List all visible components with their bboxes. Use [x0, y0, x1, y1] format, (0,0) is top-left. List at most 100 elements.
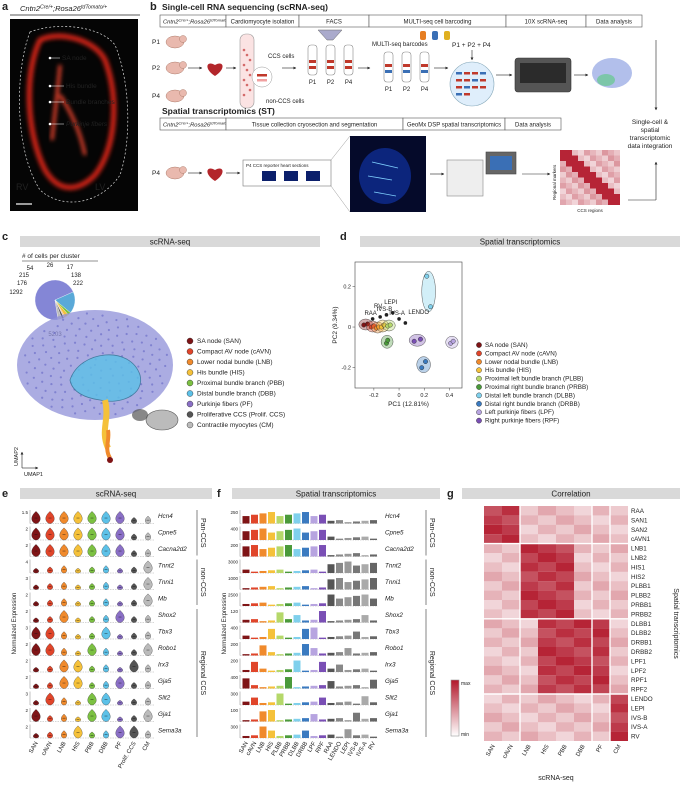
- expression-bar: [242, 569, 250, 573]
- umap-point: [158, 348, 161, 351]
- umap-point: [107, 338, 110, 341]
- expression-bar: [251, 545, 258, 557]
- expression-bar: [285, 669, 292, 672]
- umap-point: [151, 383, 154, 386]
- expression-bar: [259, 711, 267, 722]
- expression-bar: [361, 718, 369, 722]
- heatmap-cell: [520, 506, 538, 516]
- tube-label: P4: [421, 87, 429, 93]
- heatmap-cell: [520, 600, 538, 610]
- umap-point: [56, 325, 59, 328]
- expression-bar: [251, 637, 258, 639]
- thumb-heatmap-cell: [602, 194, 608, 200]
- expression-bar: [310, 546, 318, 557]
- cell-label: CCS cells: [268, 54, 294, 60]
- umap-point: [43, 330, 46, 333]
- y-tick-label: 2: [25, 642, 28, 647]
- heatmap-cell: [502, 665, 520, 676]
- expression-bar: [353, 537, 360, 540]
- heatmap-cell: [610, 618, 628, 629]
- row-label: DLBB1: [631, 621, 651, 628]
- heatmap-cell: [520, 571, 538, 582]
- x-tick-label: RPF: [315, 741, 326, 755]
- heatmap-cell: [520, 675, 538, 685]
- pca-point: [418, 336, 423, 342]
- shape: [421, 64, 428, 67]
- shape: [345, 66, 352, 69]
- violin: [117, 650, 123, 656]
- heatmap-cell: [610, 562, 628, 572]
- thumb-heatmap-cell: [596, 199, 602, 205]
- shape: [456, 93, 462, 96]
- umap-point: [149, 344, 153, 347]
- umap-point: [38, 358, 41, 361]
- thumb-heatmap-cell: [608, 161, 614, 167]
- y-axis-label: Normalized Expression: [12, 593, 18, 655]
- umap-point: [54, 391, 57, 394]
- expression-bar: [251, 514, 258, 524]
- row-label: LPF2: [631, 668, 647, 675]
- y-tick-label: 3000: [228, 560, 239, 565]
- heatmap-cell: [610, 722, 628, 732]
- gene-label: Irx3: [158, 662, 169, 669]
- violin: [33, 667, 39, 673]
- expression-bar: [268, 620, 275, 623]
- violin: [131, 583, 137, 590]
- shape: [464, 79, 470, 82]
- expression-bar: [336, 736, 343, 738]
- thumb-heatmap-cell: [590, 155, 596, 161]
- legend-label: Distal bundle branch (DBB): [197, 391, 276, 398]
- heatmap-cell: [538, 590, 556, 600]
- heatmap-cell: [592, 694, 610, 704]
- thumb-heatmap-cell: [572, 150, 578, 156]
- expression-bar: [268, 686, 275, 689]
- expression-bar: [293, 652, 301, 656]
- expression-bar: [319, 637, 326, 639]
- legend-label: Distal left bundle branch (DLBB): [485, 392, 575, 399]
- violin: [131, 649, 137, 656]
- umap-point: [63, 390, 67, 394]
- heatmap-cell: [520, 637, 538, 647]
- point-label: RAA: [364, 311, 376, 317]
- thumb-heatmap-cell: [602, 177, 608, 183]
- expression-bar: [327, 520, 335, 524]
- heatmap-cell: [556, 694, 574, 704]
- expression-bar: [370, 702, 377, 705]
- umap-point: [35, 386, 38, 389]
- expression-bar: [302, 620, 309, 623]
- legend-label: Proximal right bundle branch (PRBB): [485, 384, 588, 391]
- violin: [45, 511, 55, 524]
- heatmap-cell: [484, 506, 502, 516]
- thumb-heatmap-cell: [596, 172, 602, 178]
- legend-marker: [476, 409, 482, 416]
- expression-bar: [302, 686, 309, 689]
- expression-bar: [319, 603, 326, 606]
- violin: [87, 709, 97, 722]
- expression-bar: [276, 693, 284, 705]
- expression-bar: [242, 588, 250, 590]
- thumb-heatmap-cell: [572, 199, 578, 205]
- expression-bar: [361, 594, 369, 606]
- violin: [145, 730, 151, 739]
- violin: [31, 527, 41, 541]
- row-label: PLBB1: [631, 583, 651, 590]
- thumb-heatmap-cell: [614, 172, 620, 178]
- violin: [61, 598, 67, 607]
- expression-bar: [344, 685, 352, 689]
- legend-label: His bundle (HIS): [197, 370, 245, 377]
- annotated-point: [390, 311, 395, 315]
- expression-bar: [268, 547, 275, 557]
- umap-point: [90, 348, 94, 351]
- heatmap-cell: [484, 684, 502, 694]
- heatmap-cell: [484, 543, 502, 553]
- umap-point: [61, 318, 65, 321]
- expression-bar: [276, 531, 284, 540]
- heatmap-cell: [574, 534, 592, 544]
- legend-marker: [476, 358, 482, 365]
- umap-point: [31, 344, 34, 348]
- expression-bar: [268, 730, 275, 738]
- violin: [75, 700, 81, 706]
- y-axis-label: PC2 (9.34%): [332, 306, 339, 343]
- shape: [385, 70, 392, 73]
- row-label: PLBB2: [631, 593, 651, 600]
